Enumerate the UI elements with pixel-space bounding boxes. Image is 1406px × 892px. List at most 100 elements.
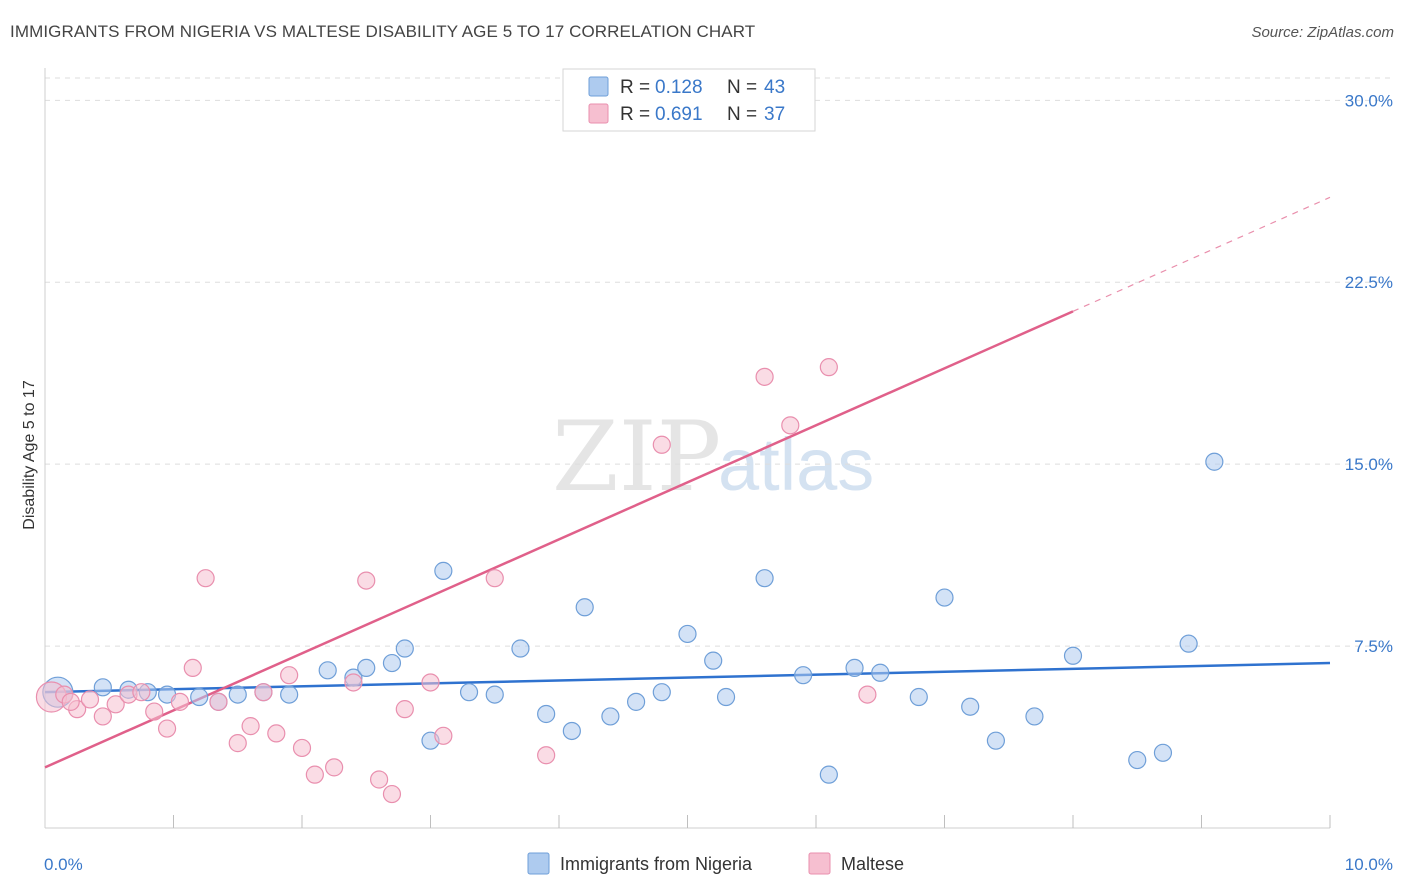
data-point-nigeria — [537, 704, 556, 724]
data-point-maltese — [325, 758, 344, 777]
data-point-nigeria — [382, 653, 402, 673]
data-point-maltese — [80, 690, 100, 709]
data-point-maltese — [132, 683, 151, 702]
data-point-nigeria — [845, 658, 864, 678]
data-point-nigeria — [716, 687, 736, 707]
data-point-nigeria — [601, 707, 620, 726]
data-point-nigeria — [1179, 634, 1198, 653]
x-tick-labels: 0.0% 10.0% — [44, 855, 1393, 874]
data-point-maltese — [170, 692, 190, 711]
data-point-maltese — [537, 746, 556, 765]
data-point-nigeria — [755, 569, 774, 588]
data-point-maltese — [183, 658, 202, 678]
data-point-maltese — [485, 569, 504, 588]
data-point-nigeria — [562, 721, 581, 741]
legend-r-value-maltese: 0.691 — [655, 104, 703, 125]
data-point-nigeria — [395, 639, 414, 658]
data-point-maltese — [434, 726, 453, 745]
data-point-nigeria — [935, 588, 954, 607]
bottom-legend-label-maltese: Maltese — [841, 854, 904, 874]
bottom-legend-label-nigeria: Immigrants from Nigeria — [560, 854, 753, 874]
data-point-nigeria — [678, 624, 697, 644]
correlation-legend: R = 0.128 N = 43 R = 0.691 N = 37 — [562, 68, 816, 132]
data-point-nigeria — [871, 663, 890, 682]
data-point-nigeria — [986, 731, 1006, 750]
data-point-maltese — [344, 673, 363, 692]
data-point-nigeria — [357, 658, 376, 678]
data-point-maltese — [292, 738, 312, 758]
legend-n-label-nigeria: N = — [727, 77, 757, 98]
data-point-maltese — [254, 683, 273, 702]
data-point-nigeria — [819, 765, 838, 784]
data-point-maltese — [241, 717, 260, 736]
data-point-maltese — [357, 571, 376, 590]
data-point-nigeria — [459, 683, 479, 702]
chart-title: IMMIGRANTS FROM NIGERIA VS MALTESE DISAB… — [10, 22, 756, 41]
data-point-nigeria — [794, 666, 813, 685]
legend-r-value-nigeria: 0.128 — [655, 77, 703, 98]
data-point-nigeria — [93, 678, 112, 697]
data-point-nigeria — [228, 685, 247, 704]
legend-swatch-nigeria — [588, 76, 609, 97]
bottom-legend-swatch-nigeria — [527, 852, 550, 875]
data-point-maltese — [421, 673, 440, 692]
legend-n-value-nigeria: 43 — [764, 77, 785, 98]
data-point-maltese — [755, 367, 774, 386]
data-point-maltese — [228, 734, 247, 753]
data-point-nigeria — [485, 685, 504, 704]
data-point-nigeria — [511, 639, 530, 658]
data-point-nigeria — [704, 651, 723, 670]
data-point-maltese — [305, 765, 324, 784]
trend-line-maltese — [44, 310, 1074, 769]
data-point-nigeria — [961, 697, 980, 716]
data-point-maltese — [370, 770, 389, 789]
x-tick-label-min: 0.0% — [44, 855, 83, 874]
data-point-nigeria — [318, 661, 337, 680]
data-point-maltese — [382, 784, 402, 804]
data-point-nigeria — [652, 683, 671, 702]
trend-lines — [44, 196, 1331, 769]
data-point-nigeria — [1128, 750, 1147, 770]
x-tick-label-max: 10.0% — [1345, 855, 1393, 874]
trend-line-maltese-extension — [1072, 196, 1331, 312]
y-tick-label: 15.0% — [1345, 455, 1393, 474]
source-label: Source: ZipAtlas.com — [1251, 24, 1394, 41]
data-point-maltese — [106, 695, 125, 714]
data-point-maltese — [652, 435, 671, 454]
legend-swatch-maltese — [588, 103, 609, 124]
data-point-maltese — [145, 702, 164, 721]
data-point-maltese — [93, 707, 112, 726]
data-point-maltese — [819, 358, 838, 377]
legend-r-label-nigeria: R = — [620, 77, 650, 98]
series-maltese-points — [35, 358, 877, 804]
series-legend: Immigrants from Nigeria Maltese — [527, 852, 904, 875]
bottom-legend-swatch-maltese — [808, 852, 831, 875]
data-point-nigeria — [280, 685, 299, 704]
data-point-nigeria — [1205, 452, 1224, 471]
y-axis-title: Disability Age 5 to 17 — [21, 380, 38, 530]
data-point-maltese — [395, 700, 414, 719]
data-point-maltese — [781, 416, 800, 435]
data-point-maltese — [280, 666, 299, 685]
y-tick-label: 30.0% — [1345, 91, 1393, 110]
gridlines — [45, 77, 1393, 647]
data-point-maltese — [157, 719, 177, 738]
data-point-maltese — [61, 692, 80, 711]
data-point-nigeria — [626, 692, 646, 711]
data-point-maltese — [858, 685, 877, 704]
data-point-nigeria — [190, 687, 209, 707]
data-point-maltese — [209, 692, 228, 711]
y-tick-label: 22.5% — [1345, 273, 1393, 292]
legend-n-value-maltese: 37 — [764, 104, 785, 125]
data-point-nigeria — [575, 598, 594, 617]
data-point-nigeria — [1063, 646, 1083, 665]
data-point-nigeria — [909, 687, 928, 707]
y-tick-label: 7.5% — [1354, 637, 1393, 656]
data-point-maltese — [196, 569, 215, 588]
data-point-maltese — [267, 724, 286, 743]
data-point-nigeria — [1025, 707, 1044, 726]
legend-n-label-maltese: N = — [727, 104, 757, 125]
watermark-zip: ZIP — [552, 401, 721, 513]
y-tick-labels: 7.5% 15.0% 22.5% 30.0% — [1345, 91, 1393, 656]
